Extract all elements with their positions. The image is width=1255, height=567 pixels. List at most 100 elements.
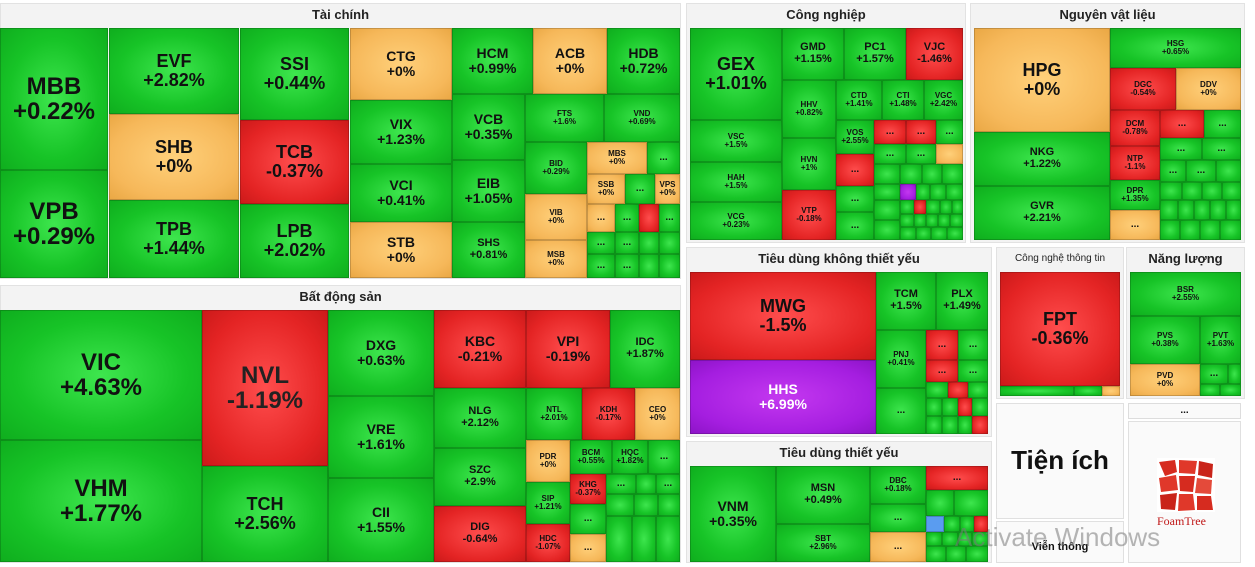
tile-GEX[interactable]: GEX +1.01% [690, 28, 782, 120]
tile-VNM[interactable]: VNM +0.35% [690, 466, 776, 562]
tile-more-re-4[interactable]: ... [656, 474, 680, 494]
tile-more-disc-10[interactable] [942, 398, 958, 416]
tile-PNJ[interactable]: PNJ +0.41% [876, 330, 926, 388]
tile-more-mat-15[interactable] [1194, 200, 1210, 220]
tile-more-disc-12[interactable] [972, 398, 988, 416]
tile-STB[interactable]: STB +0% [350, 222, 452, 278]
tile-more-fin-13[interactable] [639, 254, 659, 278]
tile-VHM[interactable]: VHM +1.77% [0, 440, 202, 562]
tile-PDR[interactable]: PDR +0% [526, 440, 570, 482]
tile-more-re-11[interactable] [632, 516, 656, 562]
tile-CTI[interactable]: CTI +1.48% [882, 80, 924, 120]
tile-more-ind-7[interactable] [936, 144, 963, 164]
tile-more-ind-34[interactable] [947, 227, 963, 240]
tile-EVF[interactable]: EVF +2.82% [109, 28, 239, 114]
tile-TCB[interactable]: TCB -0.37% [240, 120, 349, 204]
tile-more-mat-19[interactable] [1180, 220, 1200, 240]
tile-DBC[interactable]: DBC +0.18% [870, 466, 926, 504]
tile-more-stp-9[interactable] [974, 516, 988, 532]
tile-more-disc-16[interactable] [972, 416, 988, 434]
tile-more-mat-21[interactable] [1220, 220, 1241, 240]
tile-more-stp-6[interactable] [926, 516, 944, 532]
tile-HHS[interactable]: HHS +6.99% [690, 360, 876, 434]
tile-more-disc-7[interactable] [948, 382, 968, 398]
tile-more-ind-33[interactable] [931, 227, 947, 240]
tile-more-mat-10[interactable] [1182, 182, 1202, 200]
tile-more-fin-6[interactable]: ... [659, 204, 680, 232]
tile-HSG[interactable]: HSG +0.65% [1110, 28, 1241, 68]
tile-TPB[interactable]: TPB +1.44% [109, 200, 239, 278]
tile-more-mat-9[interactable] [1160, 182, 1182, 200]
tile-SSI[interactable]: SSI +0.44% [240, 28, 349, 120]
tile-VRE[interactable]: VRE +1.61% [328, 396, 434, 478]
tile-more-mat-6[interactable]: ... [1160, 160, 1186, 182]
tile-more-ind-22[interactable] [914, 200, 926, 214]
sector-title-finance[interactable]: Tài chính [311, 7, 370, 22]
tile-VCB[interactable]: VCB +0.35% [452, 94, 525, 160]
tile-DXG[interactable]: DXG +0.63% [328, 310, 434, 396]
tile-TCH[interactable]: TCH +2.56% [202, 466, 328, 562]
tile-more-en-1[interactable]: ... [1200, 364, 1228, 384]
tile-more-stp-1[interactable]: ... [926, 466, 988, 490]
tile-HQC[interactable]: HQC +1.82% [612, 440, 648, 474]
tile-EIB[interactable]: EIB +1.05% [452, 160, 525, 222]
tile-more-ind-19[interactable] [874, 200, 900, 220]
tile-more-ind-16[interactable] [916, 184, 930, 200]
tile-more-stp-2[interactable]: ... [870, 504, 926, 532]
tile-MBS[interactable]: MBS +0% [587, 142, 647, 174]
tile-SSB[interactable]: SSB +0% [587, 174, 625, 204]
tile-more-fin-10[interactable] [659, 232, 680, 254]
tile-NTP[interactable]: NTP -1.1% [1110, 146, 1160, 180]
tile-VND[interactable]: VND +0.69% [604, 94, 680, 142]
tile-more-mat-4[interactable]: ... [1160, 138, 1202, 160]
tile-more-ind-18[interactable] [946, 184, 963, 200]
tile-VCG[interactable]: VCG +0.23% [690, 202, 782, 240]
tile-VPB[interactable]: VPB +0.29% [0, 170, 108, 278]
tile-more-disc-8[interactable] [968, 382, 988, 398]
tile-VPI[interactable]: VPI -0.19% [526, 310, 610, 388]
tile-more-fin-9[interactable] [639, 232, 659, 254]
tile-NLG[interactable]: NLG +2.12% [434, 388, 526, 448]
tile-GMD[interactable]: GMD +1.15% [782, 28, 844, 80]
tile-VIC[interactable]: VIC +4.63% [0, 310, 202, 440]
tile-NKG[interactable]: NKG +1.22% [974, 132, 1110, 186]
tile-more-disc-14[interactable] [942, 416, 958, 434]
tile-more-mat-12[interactable] [1222, 182, 1241, 200]
tile-more-re-6[interactable] [606, 494, 634, 516]
tile-VOS[interactable]: VOS +2.55% [836, 120, 874, 154]
tile-more-ind-32[interactable] [916, 227, 931, 240]
tile-more-stp-8[interactable] [960, 516, 974, 532]
tile-more-stp-15[interactable] [946, 546, 966, 562]
tile-IDC[interactable]: IDC +1.87% [610, 310, 680, 388]
tile-CTD[interactable]: CTD +1.41% [836, 80, 882, 120]
tile-SHB[interactable]: SHB +0% [109, 114, 239, 200]
tile-more-stp-7[interactable] [944, 516, 960, 532]
tile-more-ind-10[interactable] [900, 164, 922, 184]
tile-VIX[interactable]: VIX +1.23% [350, 100, 452, 164]
tile-more-en-4[interactable] [1220, 384, 1241, 396]
tile-more-mat-17[interactable] [1226, 200, 1241, 220]
tile-HDB[interactable]: HDB +0.72% [607, 28, 680, 94]
tile-HVN[interactable]: HVN +1% [782, 138, 836, 190]
tile-DGC[interactable]: DGC -0.54% [1110, 68, 1176, 110]
tile-more-re-5[interactable]: ... [570, 504, 606, 534]
tile-more-mat-8[interactable] [1216, 160, 1241, 182]
tile-GVR[interactable]: GVR +2.21% [974, 186, 1110, 240]
sector-title-real-estate[interactable]: Bất động sản [299, 289, 382, 304]
tile-more-ind-3[interactable]: ... [936, 120, 963, 144]
tile-more-mat-1[interactable]: ... [1110, 210, 1160, 240]
tile-more-stp-11[interactable] [942, 532, 958, 546]
tile-CTG[interactable]: CTG +0% [350, 28, 452, 100]
tile-more-stp-16[interactable] [966, 546, 988, 562]
tile-more-ind-20[interactable] [874, 220, 900, 240]
tile-DIG[interactable]: DIG -0.64% [434, 506, 526, 562]
tile-more-mat-18[interactable] [1160, 220, 1180, 240]
tile-MSN[interactable]: MSN +0.49% [776, 466, 870, 524]
tile-VCI[interactable]: VCI +0.41% [350, 164, 452, 222]
tile-more-mat-2[interactable]: ... [1160, 110, 1204, 138]
tile-CEO[interactable]: CEO +0% [635, 388, 680, 440]
tile-more-fin-5[interactable] [639, 204, 659, 232]
tile-more-it-2[interactable] [1074, 386, 1102, 396]
tile-more-disc-2[interactable]: ... [926, 330, 958, 360]
tile-KBC[interactable]: KBC -0.21% [434, 310, 526, 388]
